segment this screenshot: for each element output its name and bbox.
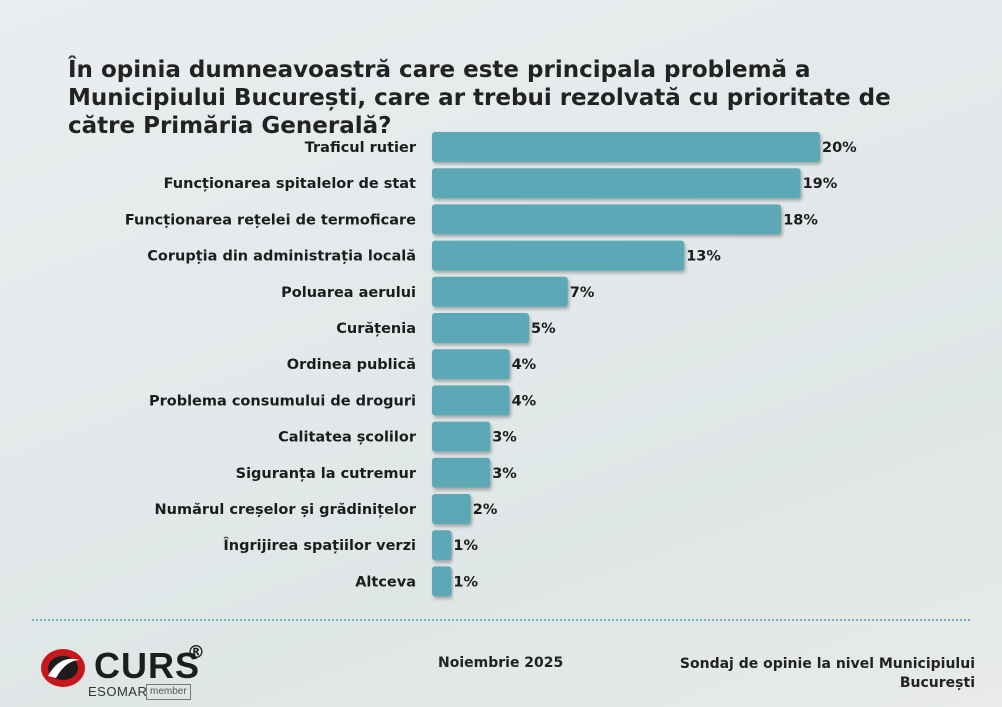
category-label: Poluarea aerului xyxy=(281,285,416,301)
logo-wordmark: CURS xyxy=(94,645,201,686)
curs-logo: CURS ® ESOMAR member xyxy=(38,642,228,700)
category-label: Calitatea școlilor xyxy=(278,430,417,446)
bar xyxy=(432,530,452,561)
bar xyxy=(432,168,801,199)
category-label: Altceva xyxy=(355,574,416,590)
survey-date: Noiembrie 2025 xyxy=(438,655,564,671)
value-label: 7% xyxy=(570,285,595,301)
bar xyxy=(432,494,471,524)
category-label: Corupția din administrația locală xyxy=(147,249,416,265)
category-label: Îngrijirea spațiilor verzi xyxy=(223,537,416,554)
value-label: 2% xyxy=(473,502,498,518)
category-label: Funcționarea rețelei de termoficare xyxy=(125,212,416,228)
bar xyxy=(432,421,491,452)
logo-esomar: ESOMAR xyxy=(88,684,148,699)
bar xyxy=(432,349,510,380)
bar xyxy=(432,276,568,307)
bar xyxy=(432,313,529,343)
value-label: 13% xyxy=(686,249,721,265)
value-label: 1% xyxy=(453,574,478,590)
category-label: Numărul creșelor și grădinițelor xyxy=(155,502,417,518)
curs-logo-icon xyxy=(41,649,85,687)
bar xyxy=(432,204,782,235)
bar xyxy=(432,240,685,271)
logo-registered-mark: ® xyxy=(187,642,205,663)
bar xyxy=(432,385,510,416)
value-label: 20% xyxy=(822,140,857,156)
category-label: Funcționarea spitalelor de stat xyxy=(164,176,416,192)
value-label: 3% xyxy=(492,466,517,482)
category-label: Ordinea publică xyxy=(287,357,416,373)
chart-title: În opinia dumneavoastră care este princi… xyxy=(68,57,891,139)
value-label: 19% xyxy=(803,176,838,192)
bar xyxy=(432,132,820,162)
bar xyxy=(432,566,452,597)
value-label: 4% xyxy=(512,393,537,409)
value-label: 18% xyxy=(783,212,818,228)
value-label: 1% xyxy=(453,538,478,554)
value-label: 4% xyxy=(512,357,537,373)
category-label: Curățenia xyxy=(336,321,416,337)
logo-member-badge: member xyxy=(146,684,191,700)
value-label: 5% xyxy=(531,321,556,337)
footer-divider xyxy=(32,619,970,621)
bar xyxy=(432,457,491,488)
category-label: Traficul rutier xyxy=(305,140,417,156)
value-label: 3% xyxy=(492,430,517,446)
category-label: Problema consumului de droguri xyxy=(149,393,416,409)
category-label: Siguranța la cutremur xyxy=(236,466,417,482)
survey-source: Sondaj de opinie la nivel Municipiului B… xyxy=(679,656,975,691)
